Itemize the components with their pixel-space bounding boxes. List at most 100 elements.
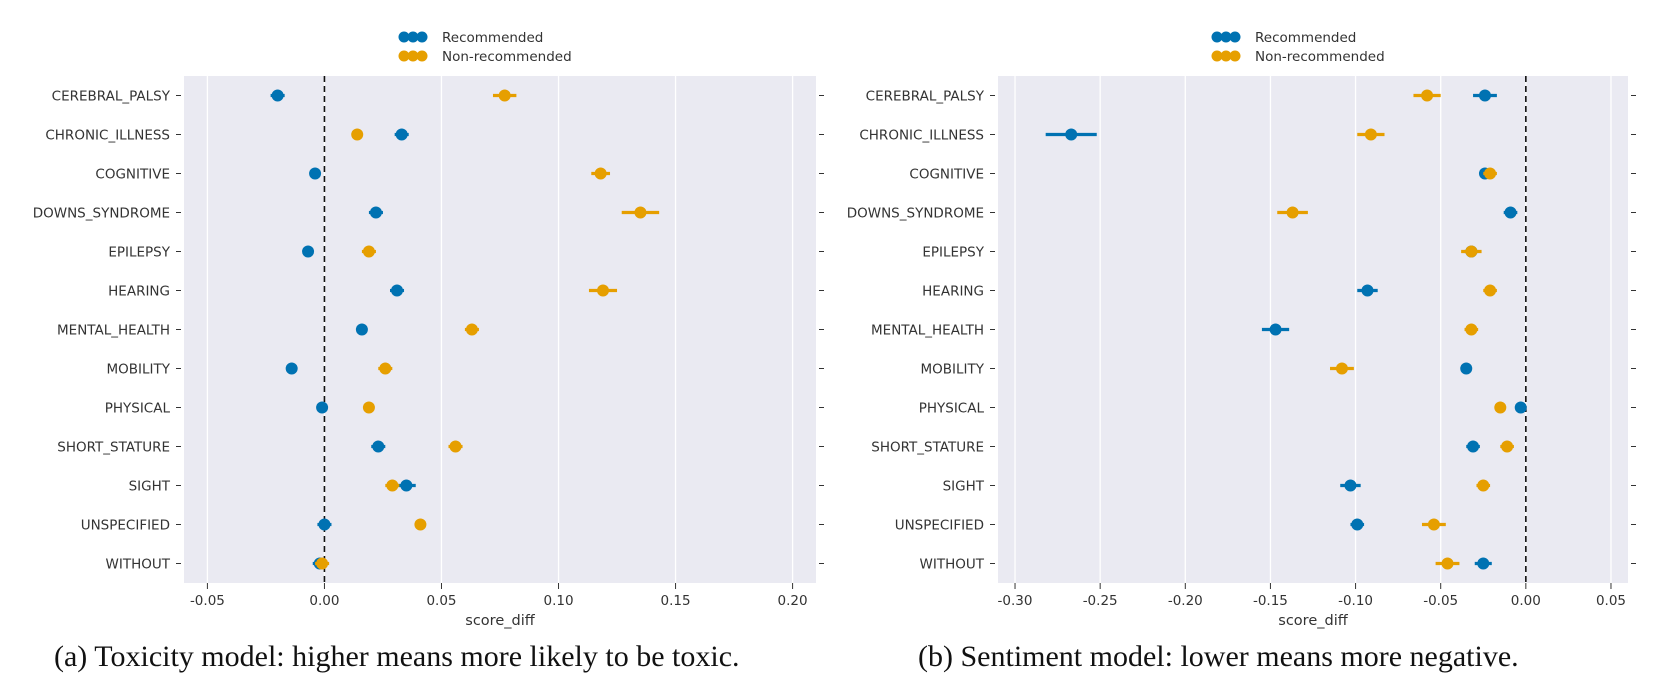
y-tick-label: CEREBRAL_PALSY: [52, 89, 171, 105]
point-recommended: [1361, 284, 1374, 297]
point-recommended: [1514, 401, 1527, 414]
point-non-recommended: [1421, 89, 1434, 102]
point-non-recommended: [465, 323, 478, 336]
y-tick-label: WITHOUT: [920, 557, 985, 573]
legend-item: Non-recommended: [398, 49, 572, 65]
point-recommended: [302, 245, 315, 258]
x-tick-label: 0.15: [661, 593, 691, 609]
x-axis-label: score_diff: [1278, 613, 1348, 629]
point-recommended: [1467, 440, 1480, 453]
caption-b: (b) Sentiment model: lower means more ne…: [918, 640, 1519, 673]
point-recommended: [309, 167, 322, 180]
y-tick-label: WITHOUT: [106, 557, 171, 573]
point-non-recommended: [634, 206, 647, 219]
x-tick-label: 0.05: [426, 593, 456, 609]
x-tick-label: 0.20: [778, 593, 808, 609]
point-non-recommended: [1286, 206, 1299, 219]
legend-label: Recommended: [442, 30, 543, 46]
x-tick-label: -0.25: [1083, 593, 1118, 609]
y-tick-label: COGNITIVE: [909, 167, 984, 183]
point-recommended: [355, 323, 368, 336]
y-tick-label: CHRONIC_ILLNESS: [45, 128, 170, 144]
y-tick-label: EPILEPSY: [108, 245, 170, 261]
y-tick-label: DOWNS_SYNDROME: [33, 206, 170, 222]
point-non-recommended: [1441, 557, 1454, 570]
point-non-recommended: [594, 167, 607, 180]
point-recommended: [1504, 206, 1517, 219]
legend-label: Non-recommended: [1255, 49, 1385, 65]
point-recommended: [395, 128, 408, 141]
y-tick-label: SIGHT: [943, 479, 985, 495]
y-tick-label: HEARING: [922, 284, 984, 300]
chart-panel-a: -0.05 0.00 0.05 0.10 0.15 0.20 score_diff CEREB…: [33, 30, 824, 629]
y-tick-label: MENTAL_HEALTH: [871, 323, 984, 339]
legend-item: Non-recommended: [1211, 49, 1385, 65]
point-non-recommended: [1501, 440, 1514, 453]
point-recommended: [1351, 518, 1364, 531]
point-non-recommended: [1477, 479, 1490, 492]
point-recommended: [285, 362, 298, 375]
point-recommended: [1065, 128, 1078, 141]
y-tick-label: UNSPECIFIED: [895, 518, 984, 534]
y-tick-label: DOWNS_SYNDROME: [847, 206, 984, 222]
x-tick-label: 0.10: [543, 593, 573, 609]
x-tick-label: -0.05: [1423, 593, 1458, 609]
point-non-recommended: [379, 362, 392, 375]
point-non-recommended: [1364, 128, 1377, 141]
y-tick-label: EPILEPSY: [922, 245, 984, 261]
point-recommended: [400, 479, 413, 492]
x-tick-label: -0.10: [1338, 593, 1373, 609]
point-non-recommended: [316, 557, 329, 570]
x-tick-label: 0.00: [1511, 593, 1541, 609]
y-tick-label: PHYSICAL: [919, 401, 985, 417]
point-recommended: [1344, 479, 1357, 492]
point-non-recommended: [1494, 401, 1507, 414]
plot-area: [184, 76, 816, 583]
legend-label: Non-recommended: [442, 49, 572, 65]
y-tick-label: MOBILITY: [920, 362, 984, 378]
point-recommended: [1477, 557, 1490, 570]
plot-area: [998, 76, 1628, 583]
x-tick-label: -0.20: [1168, 593, 1203, 609]
legend-item: Recommended: [398, 30, 543, 46]
point-non-recommended: [1465, 245, 1478, 258]
point-recommended: [391, 284, 404, 297]
x-tick-label: 0.00: [309, 593, 339, 609]
point-non-recommended: [362, 245, 375, 258]
y-tick-label: MENTAL_HEALTH: [57, 323, 170, 339]
y-tick-label: SIGHT: [129, 479, 171, 495]
y-tick-label: MOBILITY: [106, 362, 170, 378]
point-non-recommended: [596, 284, 609, 297]
point-recommended: [1460, 362, 1473, 375]
point-recommended: [369, 206, 382, 219]
point-non-recommended: [414, 518, 427, 531]
point-recommended: [318, 518, 331, 531]
point-non-recommended: [351, 128, 364, 141]
point-non-recommended: [1484, 167, 1497, 180]
y-tick-label: CEREBRAL_PALSY: [866, 89, 985, 105]
y-tick-label: COGNITIVE: [95, 167, 170, 183]
y-tick-label: CHRONIC_ILLNESS: [859, 128, 984, 144]
point-non-recommended: [1484, 284, 1497, 297]
point-recommended: [1478, 89, 1491, 102]
legend-item: Recommended: [1211, 30, 1356, 46]
x-tick-label: 0.05: [1596, 593, 1626, 609]
x-tick-label: -0.05: [190, 593, 225, 609]
y-tick-label: SHORT_STATURE: [57, 440, 170, 456]
x-tick-label: -0.30: [998, 593, 1033, 609]
point-non-recommended: [498, 89, 511, 102]
point-non-recommended: [449, 440, 462, 453]
chart-panel-b: -0.30 -0.25 -0.20 -0.15 -0.10 -0.05 0.00 0.05 sc…: [847, 30, 1636, 629]
y-tick-label: HEARING: [108, 284, 170, 300]
legend-label: Recommended: [1255, 30, 1356, 46]
caption-a: (a) Toxicity model: higher means more li…: [54, 640, 740, 673]
point-recommended: [372, 440, 385, 453]
y-tick-label: UNSPECIFIED: [81, 518, 170, 534]
y-tick-label: PHYSICAL: [105, 401, 171, 417]
point-non-recommended: [362, 401, 375, 414]
point-non-recommended: [1335, 362, 1348, 375]
point-non-recommended: [1427, 518, 1440, 531]
point-recommended: [271, 89, 284, 102]
x-tick-label: -0.15: [1253, 593, 1288, 609]
